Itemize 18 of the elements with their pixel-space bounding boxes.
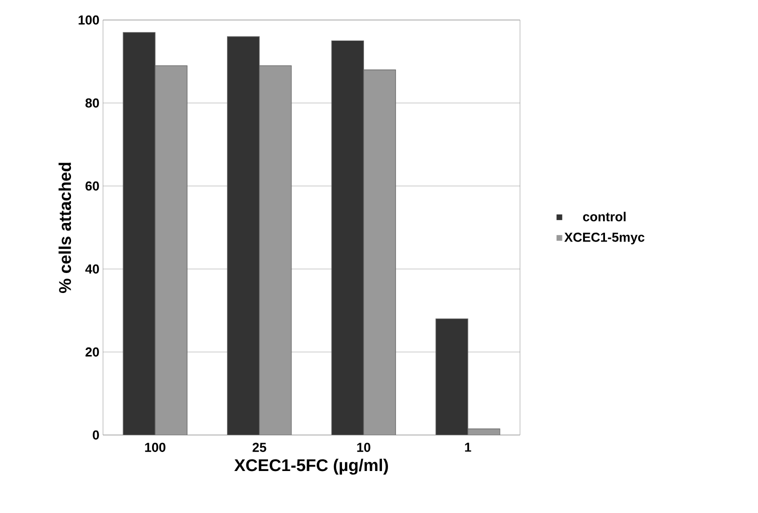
y-axis-title: % cells attached — [58, 162, 72, 293]
x-tick-label: 10 — [357, 442, 370, 452]
x-tick-label: 25 — [252, 442, 266, 452]
x-axis-title: XCEC1-5FC (µg/ml) — [234, 458, 388, 475]
legend-label: XCEC1-5myc — [564, 232, 644, 244]
y-tick-label: 0 — [92, 430, 99, 440]
y-tick-label: 60 — [86, 181, 99, 191]
x-tick-label: 1 — [465, 442, 472, 452]
y-tick-label: 40 — [85, 264, 99, 274]
y-tick-label: 20 — [86, 347, 99, 357]
bar — [436, 318, 468, 435]
legend-label: control — [583, 212, 626, 222]
y-tick-label: 80 — [85, 98, 99, 108]
bar — [227, 36, 260, 435]
y-tick-label: 100 — [78, 15, 99, 25]
bar — [331, 40, 364, 435]
bar — [122, 32, 156, 435]
x-tick-label: 100 — [145, 442, 166, 452]
